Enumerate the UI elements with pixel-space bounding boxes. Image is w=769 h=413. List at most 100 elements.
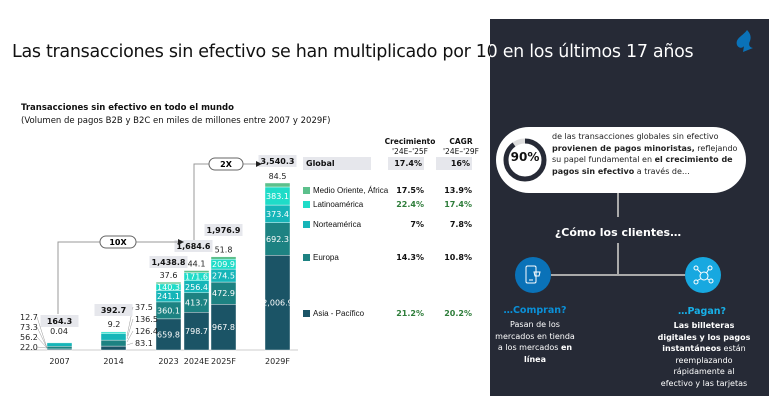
bar-segment — [155, 281, 182, 285]
header-growth: Crecimiento — [384, 137, 436, 146]
leader-line — [36, 316, 48, 349]
retail-stat-callout — [496, 127, 746, 193]
leader-line — [126, 318, 134, 340]
segment-label: 37.6 — [160, 271, 178, 280]
total-badge — [204, 224, 243, 236]
total-label: 1,684.6 — [177, 242, 211, 251]
bar-segment — [100, 339, 127, 347]
legend-item: Latinoamérica — [303, 200, 363, 209]
segment-label: 22.0 — [20, 343, 38, 352]
legend-item: Asia - Pacífico — [303, 309, 364, 318]
legend-swatch — [303, 187, 310, 194]
legend-item: Medio Oriente, África — [303, 186, 388, 195]
legend-label: Europa — [313, 253, 339, 262]
logo-spade-icon — [736, 30, 753, 52]
segment-label: 0.04 — [50, 327, 68, 336]
region-rate: 7% — [410, 220, 424, 229]
legend-swatch — [303, 310, 310, 317]
global-label: Global — [303, 157, 371, 170]
legend-label: Norteamérica — [313, 220, 362, 229]
chart-title: Transacciones sin efectivo en todo el mu… — [21, 103, 234, 113]
legend-item: Norteamérica — [303, 220, 361, 229]
region-rate: 20.2% — [444, 309, 472, 318]
pay-heading: …Pagan? — [677, 306, 727, 317]
total-badge — [94, 304, 133, 316]
x-tick-label: 2025F — [211, 357, 236, 366]
region-rate: 10.8% — [444, 253, 472, 262]
bar-segment — [100, 333, 127, 341]
total-label: 164.3 — [47, 317, 72, 326]
callout-text: de las transacciones globales sin efecti… — [552, 132, 738, 176]
bar-segment — [210, 304, 237, 351]
mobile-shopping-icon — [515, 257, 551, 293]
bar-segment — [210, 256, 237, 260]
dark-panel — [490, 19, 769, 396]
region-rate: 17.4% — [444, 200, 472, 209]
chart-subtitle: (Volumen de pagos B2B y B2C en miles de … — [21, 116, 331, 126]
annotation-label: 2X — [220, 160, 233, 169]
x-tick-label: 2023 — [158, 357, 178, 366]
x-tick-label: 2029F — [265, 357, 290, 366]
leader-line — [126, 330, 134, 343]
network-payments-icon — [685, 257, 721, 293]
total-badge — [174, 240, 213, 252]
leader-line — [36, 346, 48, 349]
legend-label: Asia - Pacífico — [313, 309, 365, 318]
segment-label: 692.3 — [266, 235, 289, 244]
leader-line — [36, 326, 48, 349]
header-cagr-period: '24E–'29F — [442, 147, 479, 156]
segment-label: 51.8 — [215, 246, 233, 255]
global-growth: 17.4% — [388, 157, 424, 170]
segment-label: 126.4 — [135, 327, 158, 336]
segment-label: 73.3 — [20, 323, 38, 332]
annotation-badge — [208, 157, 244, 171]
buy-text: Pasan de los mercados en tienda a los me… — [495, 320, 575, 364]
segment-label: 9.2 — [108, 320, 121, 329]
total-label: 1,976.9 — [207, 226, 241, 235]
segment-label: 209.9 — [212, 260, 235, 269]
bar-segment — [264, 182, 291, 188]
segment-label: 2,006.9 — [262, 299, 293, 308]
bar-segment — [100, 345, 127, 351]
page-title: Las transacciones sin efectivo se han mu… — [12, 42, 694, 62]
total-badge — [258, 155, 297, 167]
total-label: 3,540.3 — [261, 157, 295, 166]
legend-swatch — [303, 221, 310, 228]
segment-label: 83.1 — [135, 339, 153, 348]
x-tick-label: 2014 — [103, 357, 123, 366]
bar-segment — [46, 342, 73, 347]
leader-line — [36, 336, 48, 349]
bar-segment — [264, 222, 291, 256]
legend-label: Latinoamérica — [313, 200, 364, 209]
bar-segment — [183, 312, 210, 351]
leader-line — [126, 342, 134, 346]
segment-label: 256.4 — [185, 283, 208, 292]
header-cagr: CAGR — [449, 137, 473, 146]
total-label: 392.7 — [101, 306, 126, 315]
annotation-badge — [99, 235, 137, 249]
segment-label: 373.4 — [266, 210, 289, 219]
segment-label: 56.2 — [20, 333, 38, 342]
pay-text: Las billeteras digitales y los pagos ins… — [657, 321, 751, 388]
legend-swatch — [303, 201, 310, 208]
segment-label: 967.8 — [212, 323, 235, 332]
total-badge — [40, 315, 79, 327]
arrow-10x — [57, 241, 178, 314]
header-growth-period: '24E–'25F — [391, 147, 428, 156]
segment-label: 413.7 — [185, 299, 208, 308]
percent-value: 90% — [510, 150, 540, 164]
arrow-head — [256, 161, 262, 167]
segment-label: 472.9 — [212, 289, 235, 298]
segment-label: 241.1 — [157, 292, 180, 301]
segment-label: 798.7 — [185, 327, 208, 336]
percent-ring-icon — [503, 138, 547, 182]
question-heading: ¿Cómo los clientes… — [554, 226, 682, 239]
bar-segment — [100, 331, 127, 334]
x-tick-label: 2007 — [49, 357, 69, 366]
region-rate: 17.5% — [396, 186, 424, 195]
legend-label: Medio Oriente, África — [313, 186, 389, 195]
segment-label: 171.6 — [185, 273, 208, 282]
bar-segment — [183, 270, 210, 273]
segment-label: 136.5 — [135, 315, 158, 324]
